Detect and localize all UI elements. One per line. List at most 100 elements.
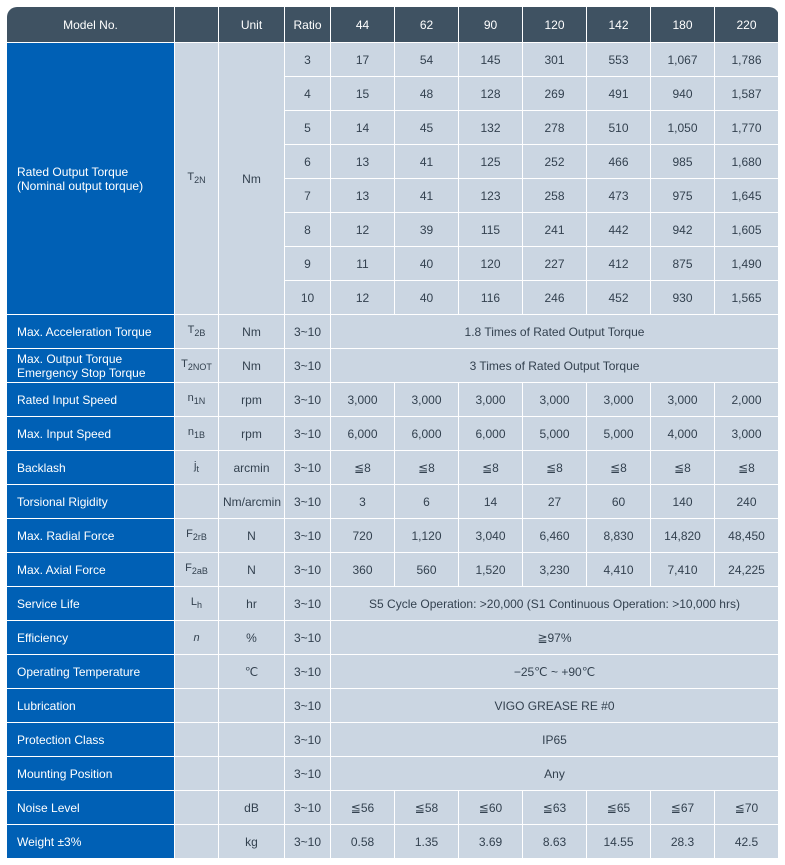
row-symbol: jt [175, 451, 219, 485]
value-cell: 1,680 [715, 145, 779, 179]
value-cell: 13 [331, 145, 395, 179]
value-cell: 8.63 [523, 825, 587, 859]
value-cell: 412 [587, 247, 651, 281]
row-unit: Nm [219, 315, 285, 349]
value-cell: 3,000 [523, 383, 587, 417]
row-symbol: n1N [175, 383, 219, 417]
ratio-cell: 10 [285, 281, 331, 315]
value-cell: 1,786 [715, 43, 779, 77]
row-label: Operating Temperature [7, 655, 175, 689]
ratio-cell: 3~10 [285, 451, 331, 485]
value-cell: 3,000 [715, 417, 779, 451]
header-symbol [175, 7, 219, 43]
row-unit [219, 757, 285, 791]
value-cell: 48 [395, 77, 459, 111]
value-cell: 3 [331, 485, 395, 519]
note-cell: S5 Cycle Operation: >20,000 (S1 Continuo… [331, 587, 779, 621]
value-cell: 942 [651, 213, 715, 247]
table-row: Mounting Position3~10Any [7, 757, 779, 791]
row-symbol: Lh [175, 587, 219, 621]
row-label: Mounting Position [7, 757, 175, 791]
row-unit: N [219, 553, 285, 587]
value-cell: 24,225 [715, 553, 779, 587]
value-cell: 28.3 [651, 825, 715, 859]
value-cell: 0.58 [331, 825, 395, 859]
row-label: Torsional Rigidity [7, 485, 175, 519]
spec-table: Model No. Unit Ratio 44 62 90 120 142 18… [6, 6, 779, 859]
row-label: Noise Level [7, 791, 175, 825]
row-unit: Nm [219, 43, 285, 315]
value-cell: 975 [651, 179, 715, 213]
note-cell: 3 Times of Rated Output Torque [331, 349, 779, 383]
ratio-cell: 3~10 [285, 553, 331, 587]
row-label: Efficiency [7, 621, 175, 655]
row-label: Rated Output Torque(Nominal output torqu… [7, 43, 175, 315]
ratio-cell: 3~10 [285, 757, 331, 791]
value-cell: 17 [331, 43, 395, 77]
value-cell: ≦8 [587, 451, 651, 485]
value-cell: 1,120 [395, 519, 459, 553]
ratio-cell: 4 [285, 77, 331, 111]
value-cell: 12 [331, 213, 395, 247]
value-cell: 3,000 [651, 383, 715, 417]
ratio-cell: 5 [285, 111, 331, 145]
ratio-cell: 3~10 [285, 655, 331, 689]
value-cell: 123 [459, 179, 523, 213]
row-unit: ℃ [219, 655, 285, 689]
value-cell: 1,645 [715, 179, 779, 213]
table-row: Torsional RigidityNm/arcmin3~10361427601… [7, 485, 779, 519]
table-row: Max. Acceleration TorqueT2BNm3~101.8 Tim… [7, 315, 779, 349]
value-cell: 875 [651, 247, 715, 281]
value-cell: 1,605 [715, 213, 779, 247]
value-cell: 442 [587, 213, 651, 247]
table-row: Lubrication3~10VIGO GREASE RE #0 [7, 689, 779, 723]
ratio-cell: 3~10 [285, 315, 331, 349]
value-cell: 14 [459, 485, 523, 519]
row-symbol [175, 825, 219, 859]
ratio-cell: 3~10 [285, 587, 331, 621]
value-cell: 1,520 [459, 553, 523, 587]
row-unit: Nm [219, 349, 285, 383]
value-cell: 3.69 [459, 825, 523, 859]
header-size: 220 [715, 7, 779, 43]
value-cell: 510 [587, 111, 651, 145]
value-cell: 4,000 [651, 417, 715, 451]
value-cell: ≦8 [523, 451, 587, 485]
value-cell: ≦8 [459, 451, 523, 485]
value-cell: ≦56 [331, 791, 395, 825]
value-cell: 241 [523, 213, 587, 247]
value-cell: ≦60 [459, 791, 523, 825]
row-unit: rpm [219, 417, 285, 451]
value-cell: 6,000 [395, 417, 459, 451]
row-label: Protection Class [7, 723, 175, 757]
value-cell: 13 [331, 179, 395, 213]
value-cell: 132 [459, 111, 523, 145]
row-symbol: F2aB [175, 553, 219, 587]
value-cell: 3,040 [459, 519, 523, 553]
value-cell: 6,000 [331, 417, 395, 451]
value-cell: 41 [395, 145, 459, 179]
row-unit [219, 689, 285, 723]
row-symbol: T2NOT [175, 349, 219, 383]
value-cell: 560 [395, 553, 459, 587]
row-unit: dB [219, 791, 285, 825]
value-cell: 45 [395, 111, 459, 145]
table-row: Rated Output Torque(Nominal output torqu… [7, 43, 779, 77]
value-cell: 11 [331, 247, 395, 281]
table-row: Max. Axial ForceF2aBN3~103605601,5203,23… [7, 553, 779, 587]
row-unit: N [219, 519, 285, 553]
value-cell: 269 [523, 77, 587, 111]
value-cell: 40 [395, 281, 459, 315]
row-symbol: F2rB [175, 519, 219, 553]
row-label: Max. Acceleration Torque [7, 315, 175, 349]
value-cell: 12 [331, 281, 395, 315]
note-cell: VIGO GREASE RE #0 [331, 689, 779, 723]
value-cell: 1,770 [715, 111, 779, 145]
ratio-cell: 3~10 [285, 519, 331, 553]
value-cell: 120 [459, 247, 523, 281]
value-cell: 41 [395, 179, 459, 213]
note-cell: −25℃ ~ +90℃ [331, 655, 779, 689]
value-cell: 1,490 [715, 247, 779, 281]
ratio-cell: 9 [285, 247, 331, 281]
value-cell: 125 [459, 145, 523, 179]
